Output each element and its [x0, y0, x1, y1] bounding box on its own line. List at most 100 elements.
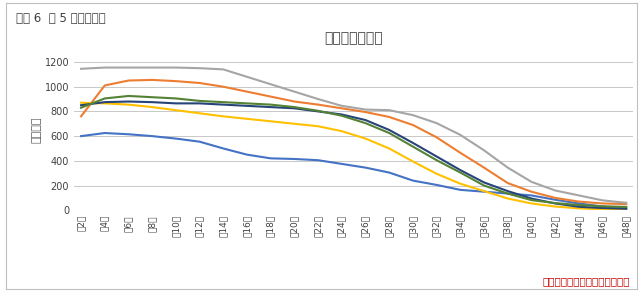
2019 [504, 181, 512, 185]
2021 [243, 117, 251, 121]
2020 [314, 97, 322, 101]
2020 [433, 121, 440, 125]
2019 [291, 100, 298, 103]
2022 [219, 103, 227, 106]
2021 [504, 197, 512, 200]
Y-axis label: （万吨）: （万吨） [32, 117, 42, 143]
2019 [267, 95, 275, 98]
2020 [267, 82, 275, 86]
2022 [385, 128, 393, 132]
2018 [622, 207, 630, 210]
2023 [622, 205, 630, 209]
2021 [457, 182, 464, 185]
2022 [267, 105, 275, 109]
2019 [457, 151, 464, 154]
Text: 数据来源：卓创资讯、国元期货: 数据来源：卓创资讯、国元期货 [543, 276, 630, 286]
2023 [195, 99, 203, 103]
2018 [480, 190, 488, 194]
2021 [575, 207, 583, 210]
2020 [480, 149, 488, 152]
2019 [195, 81, 203, 85]
2019 [599, 202, 606, 205]
2020 [291, 90, 298, 93]
Title: 近几年去库情况: 近几年去库情况 [324, 32, 383, 46]
2020 [125, 66, 132, 69]
2023 [385, 131, 393, 135]
2019 [125, 79, 132, 82]
2021 [77, 101, 85, 105]
2019 [622, 202, 630, 206]
2023 [172, 97, 180, 100]
Line: 2021: 2021 [81, 103, 626, 210]
2022 [433, 155, 440, 158]
2022 [504, 189, 512, 193]
2019 [149, 78, 156, 82]
2022 [575, 205, 583, 208]
2018 [504, 192, 512, 195]
2018 [433, 183, 440, 187]
2018 [149, 134, 156, 138]
2020 [338, 104, 346, 107]
2022 [243, 104, 251, 107]
2020 [504, 166, 512, 169]
2022 [551, 202, 559, 205]
2018 [457, 188, 464, 192]
2018 [77, 134, 85, 138]
Line: 2019: 2019 [81, 80, 626, 204]
2018 [551, 198, 559, 201]
2020 [575, 194, 583, 197]
2023 [291, 105, 298, 109]
2023 [243, 102, 251, 105]
2019 [101, 84, 109, 87]
2020 [599, 199, 606, 202]
2018 [125, 133, 132, 136]
2021 [622, 208, 630, 211]
2021 [172, 108, 180, 112]
2018 [291, 157, 298, 161]
2019 [575, 200, 583, 203]
2021 [385, 147, 393, 150]
2022 [195, 102, 203, 105]
2021 [149, 105, 156, 109]
2019 [172, 79, 180, 83]
2021 [125, 103, 132, 106]
2023 [409, 145, 417, 148]
2019 [243, 90, 251, 93]
2020 [172, 66, 180, 69]
2020 [149, 66, 156, 69]
2021 [599, 208, 606, 211]
2021 [338, 129, 346, 133]
2023 [433, 159, 440, 162]
2018 [243, 153, 251, 157]
2018 [195, 140, 203, 143]
2022 [480, 181, 488, 184]
2022 [101, 100, 109, 104]
2022 [125, 100, 132, 103]
2022 [361, 118, 369, 122]
2021 [101, 102, 109, 105]
2022 [172, 102, 180, 105]
2023 [457, 171, 464, 174]
2023 [551, 201, 559, 205]
2020 [551, 189, 559, 192]
2023 [314, 109, 322, 112]
Line: 2022: 2022 [81, 102, 626, 209]
2018 [314, 159, 322, 162]
2023 [599, 204, 606, 208]
2019 [77, 114, 85, 118]
2023 [527, 198, 535, 202]
2022 [409, 141, 417, 145]
2023 [504, 192, 512, 195]
2018 [527, 194, 535, 197]
2018 [267, 157, 275, 160]
Line: 2023: 2023 [81, 96, 626, 207]
2018 [385, 171, 393, 174]
2019 [527, 190, 535, 194]
2019 [385, 115, 393, 119]
2022 [149, 100, 156, 104]
2022 [291, 107, 298, 110]
2021 [480, 189, 488, 193]
2019 [433, 135, 440, 139]
2022 [527, 197, 535, 200]
2023 [575, 203, 583, 207]
